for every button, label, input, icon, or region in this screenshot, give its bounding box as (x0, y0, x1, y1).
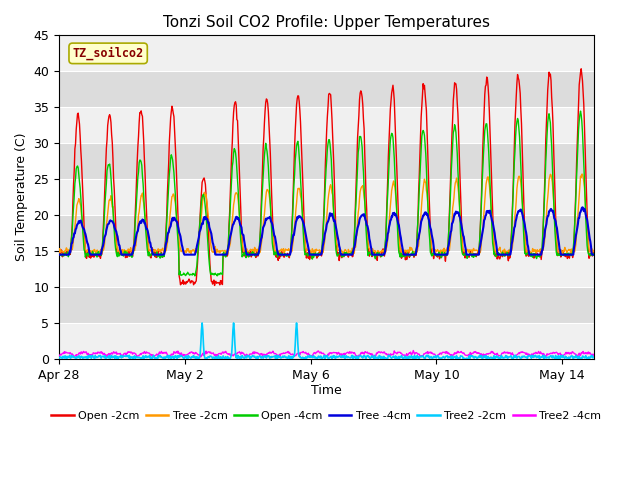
Bar (59, 215, 594, 251)
X-axis label: Time: Time (311, 384, 342, 397)
Bar (59, 287, 594, 323)
Legend: Open -2cm, Tree -2cm, Open -4cm, Tree -4cm, Tree2 -2cm, Tree2 -4cm: Open -2cm, Tree -2cm, Open -4cm, Tree -4… (47, 407, 605, 425)
Title: Tonzi Soil CO2 Profile: Upper Temperatures: Tonzi Soil CO2 Profile: Upper Temperatur… (163, 15, 490, 30)
Text: TZ_soilco2: TZ_soilco2 (72, 47, 144, 60)
Y-axis label: Soil Temperature (C): Soil Temperature (C) (15, 133, 28, 262)
Bar (59, 72, 594, 107)
Bar (59, 143, 594, 179)
